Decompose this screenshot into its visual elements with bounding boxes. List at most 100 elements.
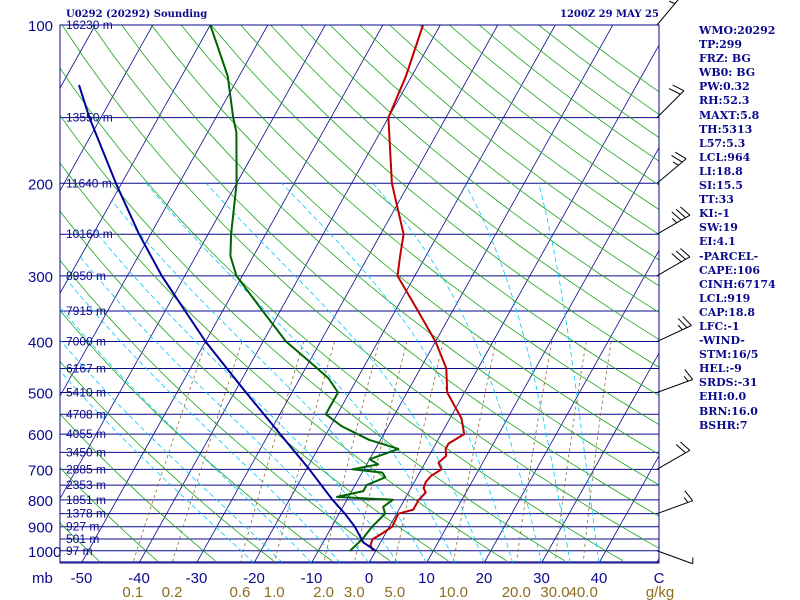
wind-barb — [656, 550, 694, 565]
moist-adiabat-line — [60, 370, 255, 563]
height-label: 1378 m — [66, 507, 106, 521]
height-label: 501 m — [66, 532, 99, 546]
stat-item: EHI:0.0 — [699, 390, 747, 404]
mixing-ratio-tick-label: 0.1 — [122, 584, 143, 600]
height-label: 11640 m — [66, 176, 112, 190]
stat-item: CAPE:106 — [699, 263, 760, 277]
mixing-ratio-tick-label: 1.0 — [264, 584, 285, 600]
dry-adiabat-line — [91, 25, 659, 517]
wind-barb — [656, 248, 691, 277]
stat-item: LFC:-1 — [699, 319, 740, 333]
plot-frame — [59, 24, 660, 564]
moist-adiabat-line — [281, 183, 514, 563]
moist-adiabat-line — [79, 255, 370, 563]
height-label: 13550 m — [66, 111, 113, 125]
mixing-ratio-tick-label: 10.0 — [439, 584, 468, 600]
stat-item: -WIND- — [699, 334, 745, 348]
chart-title: U0292 (20292) Sounding — [66, 9, 208, 20]
dry-adiabat-line — [151, 25, 659, 455]
temperature-trace — [369, 25, 466, 552]
wind-barb — [656, 84, 685, 118]
height-label: 4055 m — [66, 427, 106, 441]
height-label: 2885 m — [66, 462, 106, 476]
pressure-tick-label: 300 — [28, 269, 53, 286]
temperature-tick-label: 40 — [591, 570, 608, 587]
pressure-tick-label: 100 — [28, 18, 53, 35]
isotherm-line — [598, 455, 659, 563]
stat-item: LI:18.8 — [699, 164, 743, 178]
wind-barb — [656, 441, 691, 470]
stat-item: BRN:16.0 — [699, 404, 758, 418]
pressure-tick-label: 900 — [28, 520, 53, 537]
mixing-ratio-line — [582, 341, 612, 562]
stat-item: EI:4.1 — [699, 235, 736, 249]
moist-adiabat-line — [110, 199, 427, 563]
dry-adiabat-line — [60, 162, 507, 562]
temperature-tick-label: -10 — [301, 570, 323, 587]
isotherm-line — [368, 44, 659, 563]
mixing-ratio-tick-label: 3.0 — [344, 584, 365, 600]
moist-adiabat-line — [60, 306, 312, 563]
stat-item: MAXT:5.8 — [699, 108, 760, 122]
dry-adiabat-line — [240, 25, 659, 368]
moist-adiabat-line — [66, 279, 341, 563]
mixing-ratio-tick-label: 5.0 — [384, 584, 405, 600]
pressure-tick-label: 600 — [28, 427, 53, 444]
temperature-tick-label: -40 — [128, 570, 150, 587]
pressure-tick-label: 1000 — [28, 544, 61, 561]
isotherm-line — [541, 352, 659, 563]
pressure-tick-label: 800 — [28, 493, 53, 510]
stat-item: WMO:20292 — [699, 24, 776, 37]
moist-adiabat-line — [538, 183, 600, 563]
isotherm-line — [60, 25, 154, 192]
temperature-tick-label: -50 — [71, 570, 93, 587]
stat-item: PW:0.32 — [699, 80, 750, 94]
temperature-tick-label: -30 — [186, 570, 208, 587]
isotherm-line — [138, 25, 441, 563]
dry-adiabat-line — [300, 25, 659, 313]
dry-adiabat-line — [60, 114, 566, 562]
dry-adiabat-line — [61, 25, 659, 549]
temperature-tick-label: -20 — [243, 570, 265, 587]
isotherm-line — [426, 147, 659, 563]
grid-lines — [60, 25, 659, 563]
stats-panel: WMO:20292 TP:299 FRZ: BG WB0: BG PW:0.32 RH:5… — [699, 24, 800, 433]
chart-time: 1200Z 29 MAY 25 — [560, 9, 659, 20]
temperature-tick-label: 10 — [418, 570, 435, 587]
height-label: 97 m — [66, 544, 93, 558]
pressure-tick-label: 400 — [28, 335, 53, 352]
dewpoint-trace — [209, 25, 400, 552]
moist-adiabat-line — [205, 183, 485, 563]
dry-adiabat-line — [270, 25, 659, 340]
stat-item: L57:5.3 — [699, 136, 746, 150]
stat-item: CINH:67174 — [699, 277, 776, 291]
dry-adiabat-line — [60, 522, 100, 562]
stat-item: TH:5313 — [699, 122, 753, 136]
height-label: 4708 m — [66, 407, 106, 421]
moist-adiabat-line — [372, 183, 542, 563]
sounding-traces — [78, 25, 466, 552]
stat-item: TT:33 — [699, 193, 734, 207]
stat-item: SI:15.5 — [699, 179, 743, 193]
dry-adiabat-line — [329, 25, 659, 287]
height-label: 3450 m — [66, 445, 106, 459]
height-label: 927 m — [66, 520, 99, 534]
pressure-tick-label: 700 — [28, 462, 53, 479]
dry-adiabat-line — [180, 25, 659, 426]
parcel-trace — [78, 84, 377, 552]
dry-adiabat-line — [60, 467, 158, 562]
dry-adiabat-line — [210, 25, 659, 397]
stat-item: SRDS:-31 — [699, 376, 758, 390]
height-label: 1851 m — [66, 493, 106, 507]
mixing-ratio-line — [516, 341, 553, 562]
pressure-tick-label: 200 — [28, 176, 53, 193]
stat-item: RH:52.3 — [699, 94, 750, 108]
isotherm-line — [81, 25, 384, 563]
stat-item: STM:16/5 — [699, 348, 759, 362]
moist-adiabat-line — [464, 183, 571, 563]
isotherm-line — [483, 249, 659, 563]
pressure-tick-label: 500 — [28, 386, 53, 403]
stat-item: SW:19 — [699, 221, 738, 235]
